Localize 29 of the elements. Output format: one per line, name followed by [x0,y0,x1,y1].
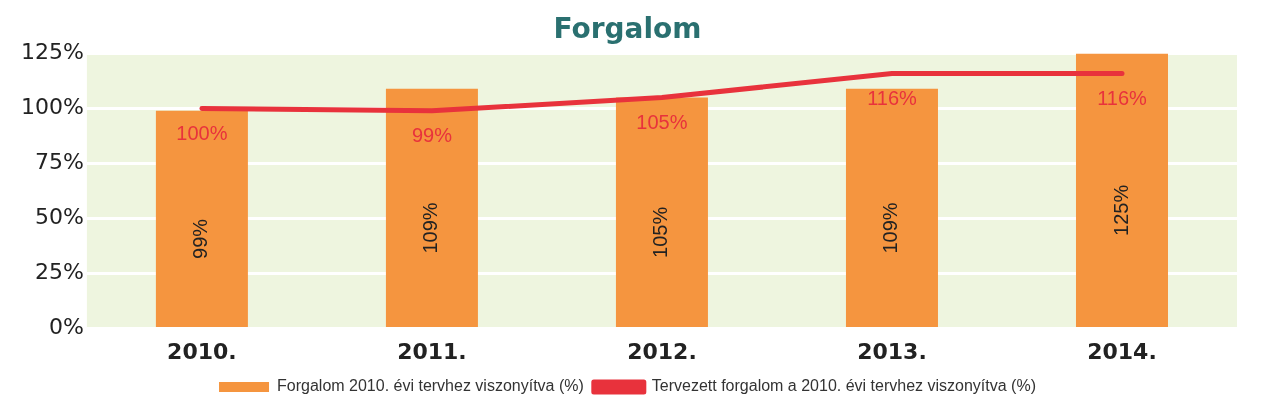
x-tick-label: 2011. [397,338,467,364]
data-label: 99% [189,218,212,259]
y-tick-label: 0% [48,314,84,340]
y-tick-label: 50% [34,204,84,230]
bar [845,88,938,328]
chart-title: Forgalom [553,12,702,46]
x-tick-label: 2014. [1087,338,1157,364]
data-label: 109% [419,202,442,254]
x-tick-label: 2010. [167,338,237,364]
x-tick-label: 2012. [627,338,697,364]
y-tick-label: 25% [34,259,84,285]
y-tick-label: 100% [20,94,84,120]
data-label: 105% [636,111,688,134]
y-tick-label: 125% [20,39,84,65]
data-label: 105% [649,206,672,258]
data-label: 109% [879,202,902,254]
data-label: 125% [1109,184,1132,236]
x-tick-label: 2013. [857,338,927,364]
bar [385,88,478,328]
bar [615,97,708,328]
data-label: 99% [411,124,453,147]
legend-label: Forgalom 2010. évi tervhez viszonyítva (%) [277,377,584,395]
y-tick-label: 75% [34,149,84,175]
legend-label: Tervezett forgalom a 2010. évi tervhez viszonyítva (%) [651,377,1036,395]
data-label: 116% [867,86,918,109]
bar [155,110,248,328]
data-label: 100% [176,122,228,145]
data-label: 116% [1097,86,1148,109]
bar [1075,53,1168,328]
